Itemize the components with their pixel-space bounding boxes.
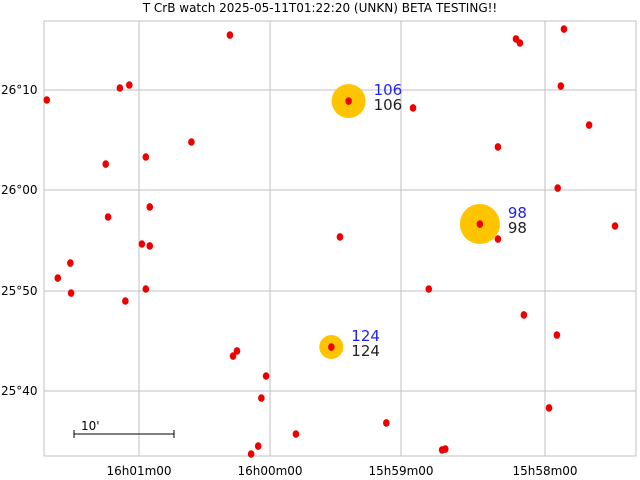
star-point (233, 347, 241, 355)
star-point (54, 274, 62, 282)
scale-bar-label: 10' (81, 419, 100, 433)
comparison-label-black: 106 (374, 96, 403, 114)
star-point (545, 404, 553, 412)
y-tick-label: 25°40 (1, 384, 38, 398)
star-point (188, 138, 195, 146)
star-point (441, 445, 449, 453)
chart-title: T CrB watch 2025-05-11T01:22:20 (UNKN) B… (142, 1, 498, 15)
x-tick-label: 15h58m00 (512, 464, 577, 478)
star-point (554, 184, 561, 192)
star-point (557, 82, 565, 90)
star-point (258, 394, 265, 402)
star-point (520, 311, 528, 319)
star-point (494, 143, 502, 151)
star-point (611, 222, 619, 230)
x-tick-label: 16h01m00 (106, 464, 171, 478)
star-point (476, 220, 484, 228)
plot-frame (43, 20, 637, 457)
y-tick-label: 26°00 (1, 183, 38, 197)
comparison-label-blue: 106 (374, 81, 403, 99)
star-point (247, 450, 255, 458)
x-tick-label: 15h59m00 (368, 464, 433, 478)
star-point (43, 96, 51, 104)
star-point (345, 97, 352, 105)
star-point (146, 203, 154, 211)
star-point (560, 25, 568, 33)
star-point (146, 242, 154, 250)
star-point (516, 39, 524, 47)
star-point (425, 285, 433, 293)
star-point (409, 104, 417, 112)
x-tick-label: 16h00m00 (237, 464, 302, 478)
star-point (328, 343, 335, 351)
star-point (122, 297, 129, 305)
star-point (226, 31, 234, 39)
star-point (383, 419, 390, 427)
comparison-label-blue: 124 (351, 327, 380, 345)
star-point (104, 213, 112, 221)
comparison-label-black: 98 (508, 219, 527, 237)
star-point (126, 81, 133, 89)
star-point (67, 289, 75, 297)
star-point (138, 240, 146, 248)
star-point (292, 430, 300, 438)
star-point (254, 442, 262, 450)
star-point (494, 235, 502, 243)
star-point (229, 352, 237, 360)
comparison-label-black: 124 (351, 342, 380, 360)
y-tick-label: 25°50 (1, 284, 38, 298)
star-point (262, 372, 270, 380)
star-point (142, 153, 150, 161)
star-point (553, 331, 561, 339)
y-tick-label: 26°10 (1, 83, 38, 97)
star-point (142, 285, 150, 293)
star-point (336, 233, 344, 241)
comparison-label-blue: 98 (508, 204, 527, 222)
star-point (116, 84, 124, 92)
star-point (585, 121, 593, 129)
star-point (67, 259, 74, 267)
star-point (102, 160, 110, 168)
